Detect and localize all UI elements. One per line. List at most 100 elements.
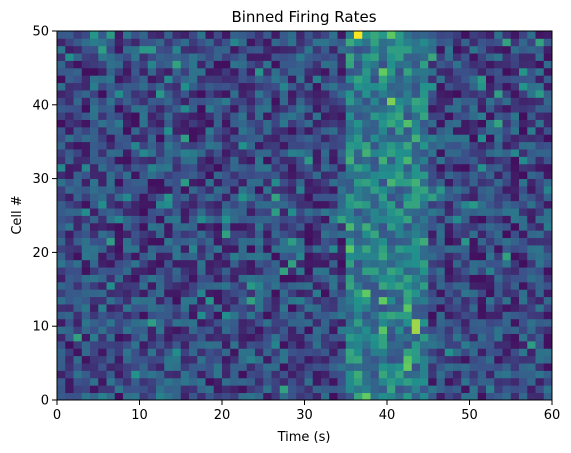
heatmap-cell xyxy=(403,355,413,364)
heatmap-cell xyxy=(345,171,355,179)
heatmap-cell xyxy=(453,237,462,246)
heatmap-cell xyxy=(238,45,248,54)
heatmap-cell xyxy=(395,141,404,150)
heatmap-cell xyxy=(288,31,297,39)
heatmap-cell xyxy=(494,363,503,371)
heatmap-cell xyxy=(189,193,198,202)
heatmap-cell xyxy=(114,31,124,39)
heatmap-cell xyxy=(527,163,536,172)
heatmap-cell xyxy=(213,53,223,61)
heatmap-cell xyxy=(510,370,520,379)
heatmap-cell xyxy=(90,75,99,84)
heatmap-cell xyxy=(510,289,520,298)
heatmap-cell xyxy=(230,112,239,120)
heatmap-cell xyxy=(304,141,314,150)
heatmap-cell xyxy=(387,171,396,179)
heatmap-cell xyxy=(337,245,347,253)
heatmap-cell xyxy=(65,259,74,268)
heatmap-cell xyxy=(345,185,355,194)
heatmap-cell xyxy=(304,222,314,231)
heatmap-cell xyxy=(279,60,289,69)
heatmap-cell xyxy=(436,90,446,98)
heatmap-cell xyxy=(486,274,495,283)
heatmap-cell xyxy=(271,311,281,320)
heatmap-cell xyxy=(444,193,454,202)
heatmap-cell xyxy=(453,60,462,69)
heatmap-cell xyxy=(172,208,182,216)
heatmap-cell xyxy=(345,53,355,61)
heatmap-cell xyxy=(494,141,503,150)
heatmap-cell xyxy=(172,31,182,39)
heatmap-cell xyxy=(354,75,363,84)
heatmap-cell xyxy=(197,90,206,98)
heatmap-cell xyxy=(312,392,322,401)
x-tick-label: 20 xyxy=(214,408,231,423)
heatmap-cell xyxy=(296,141,305,150)
heatmap-cell xyxy=(469,274,479,283)
heatmap-cell xyxy=(312,267,322,275)
heatmap-cell xyxy=(205,348,215,357)
heatmap-cell xyxy=(502,222,512,231)
heatmap-cell xyxy=(197,141,206,150)
heatmap-cell xyxy=(486,119,495,128)
heatmap-cell xyxy=(180,31,190,39)
heatmap-cell xyxy=(123,193,132,202)
heatmap-cell xyxy=(147,60,157,69)
heatmap-cell xyxy=(131,45,140,54)
heatmap-cell xyxy=(329,392,338,401)
heatmap-cell xyxy=(131,363,140,371)
heatmap-cell xyxy=(387,126,396,135)
heatmap-cell xyxy=(114,237,124,246)
heatmap-cell xyxy=(139,370,149,379)
heatmap-cell xyxy=(403,119,413,128)
heatmap-cell xyxy=(222,185,231,194)
heatmap-cell xyxy=(189,97,198,106)
heatmap-cell xyxy=(428,274,437,283)
heatmap-cell xyxy=(378,311,388,320)
heatmap-cell xyxy=(230,333,239,342)
heatmap-cell xyxy=(444,112,454,120)
heatmap-cell xyxy=(279,318,289,327)
heatmap-cell xyxy=(312,60,322,69)
heatmap-cell xyxy=(213,392,223,401)
heatmap-cell xyxy=(387,38,396,47)
heatmap-cell xyxy=(461,200,470,209)
heatmap-cell xyxy=(90,267,99,275)
heatmap-cell xyxy=(519,289,528,298)
heatmap-cell xyxy=(114,355,124,364)
heatmap-cell xyxy=(378,208,388,216)
heatmap-cell xyxy=(288,237,297,246)
heatmap-cell xyxy=(98,90,107,98)
heatmap-cell xyxy=(279,377,289,386)
heatmap-cell xyxy=(172,67,182,76)
heatmap-cell xyxy=(502,289,512,298)
heatmap-cell xyxy=(378,156,388,165)
heatmap-cell xyxy=(469,304,479,312)
heatmap-cell xyxy=(73,141,83,150)
heatmap-cell xyxy=(197,112,206,120)
heatmap-cell xyxy=(246,193,256,202)
heatmap-cell xyxy=(65,171,74,179)
heatmap-cell xyxy=(345,215,355,224)
heatmap-cell xyxy=(81,97,91,106)
heatmap-cell xyxy=(65,149,74,157)
heatmap-cell xyxy=(477,119,487,128)
heatmap-cell xyxy=(123,304,132,312)
heatmap-cell xyxy=(312,318,322,327)
heatmap-cell xyxy=(403,377,413,386)
heatmap-cell xyxy=(147,215,157,224)
heatmap-cell xyxy=(114,304,124,312)
heatmap-cell xyxy=(378,245,388,253)
heatmap-cell xyxy=(65,363,74,371)
heatmap-cell xyxy=(255,230,264,239)
heatmap-cell xyxy=(453,392,462,401)
heatmap-cell xyxy=(213,281,223,290)
heatmap-cell xyxy=(213,355,223,364)
heatmap-cell xyxy=(296,208,305,216)
heatmap-cell xyxy=(527,355,536,364)
heatmap-cell xyxy=(453,222,462,231)
heatmap-cell xyxy=(197,363,206,371)
heatmap-cell xyxy=(114,259,124,268)
heatmap-cell xyxy=(535,208,545,216)
heatmap-cell xyxy=(90,304,99,312)
